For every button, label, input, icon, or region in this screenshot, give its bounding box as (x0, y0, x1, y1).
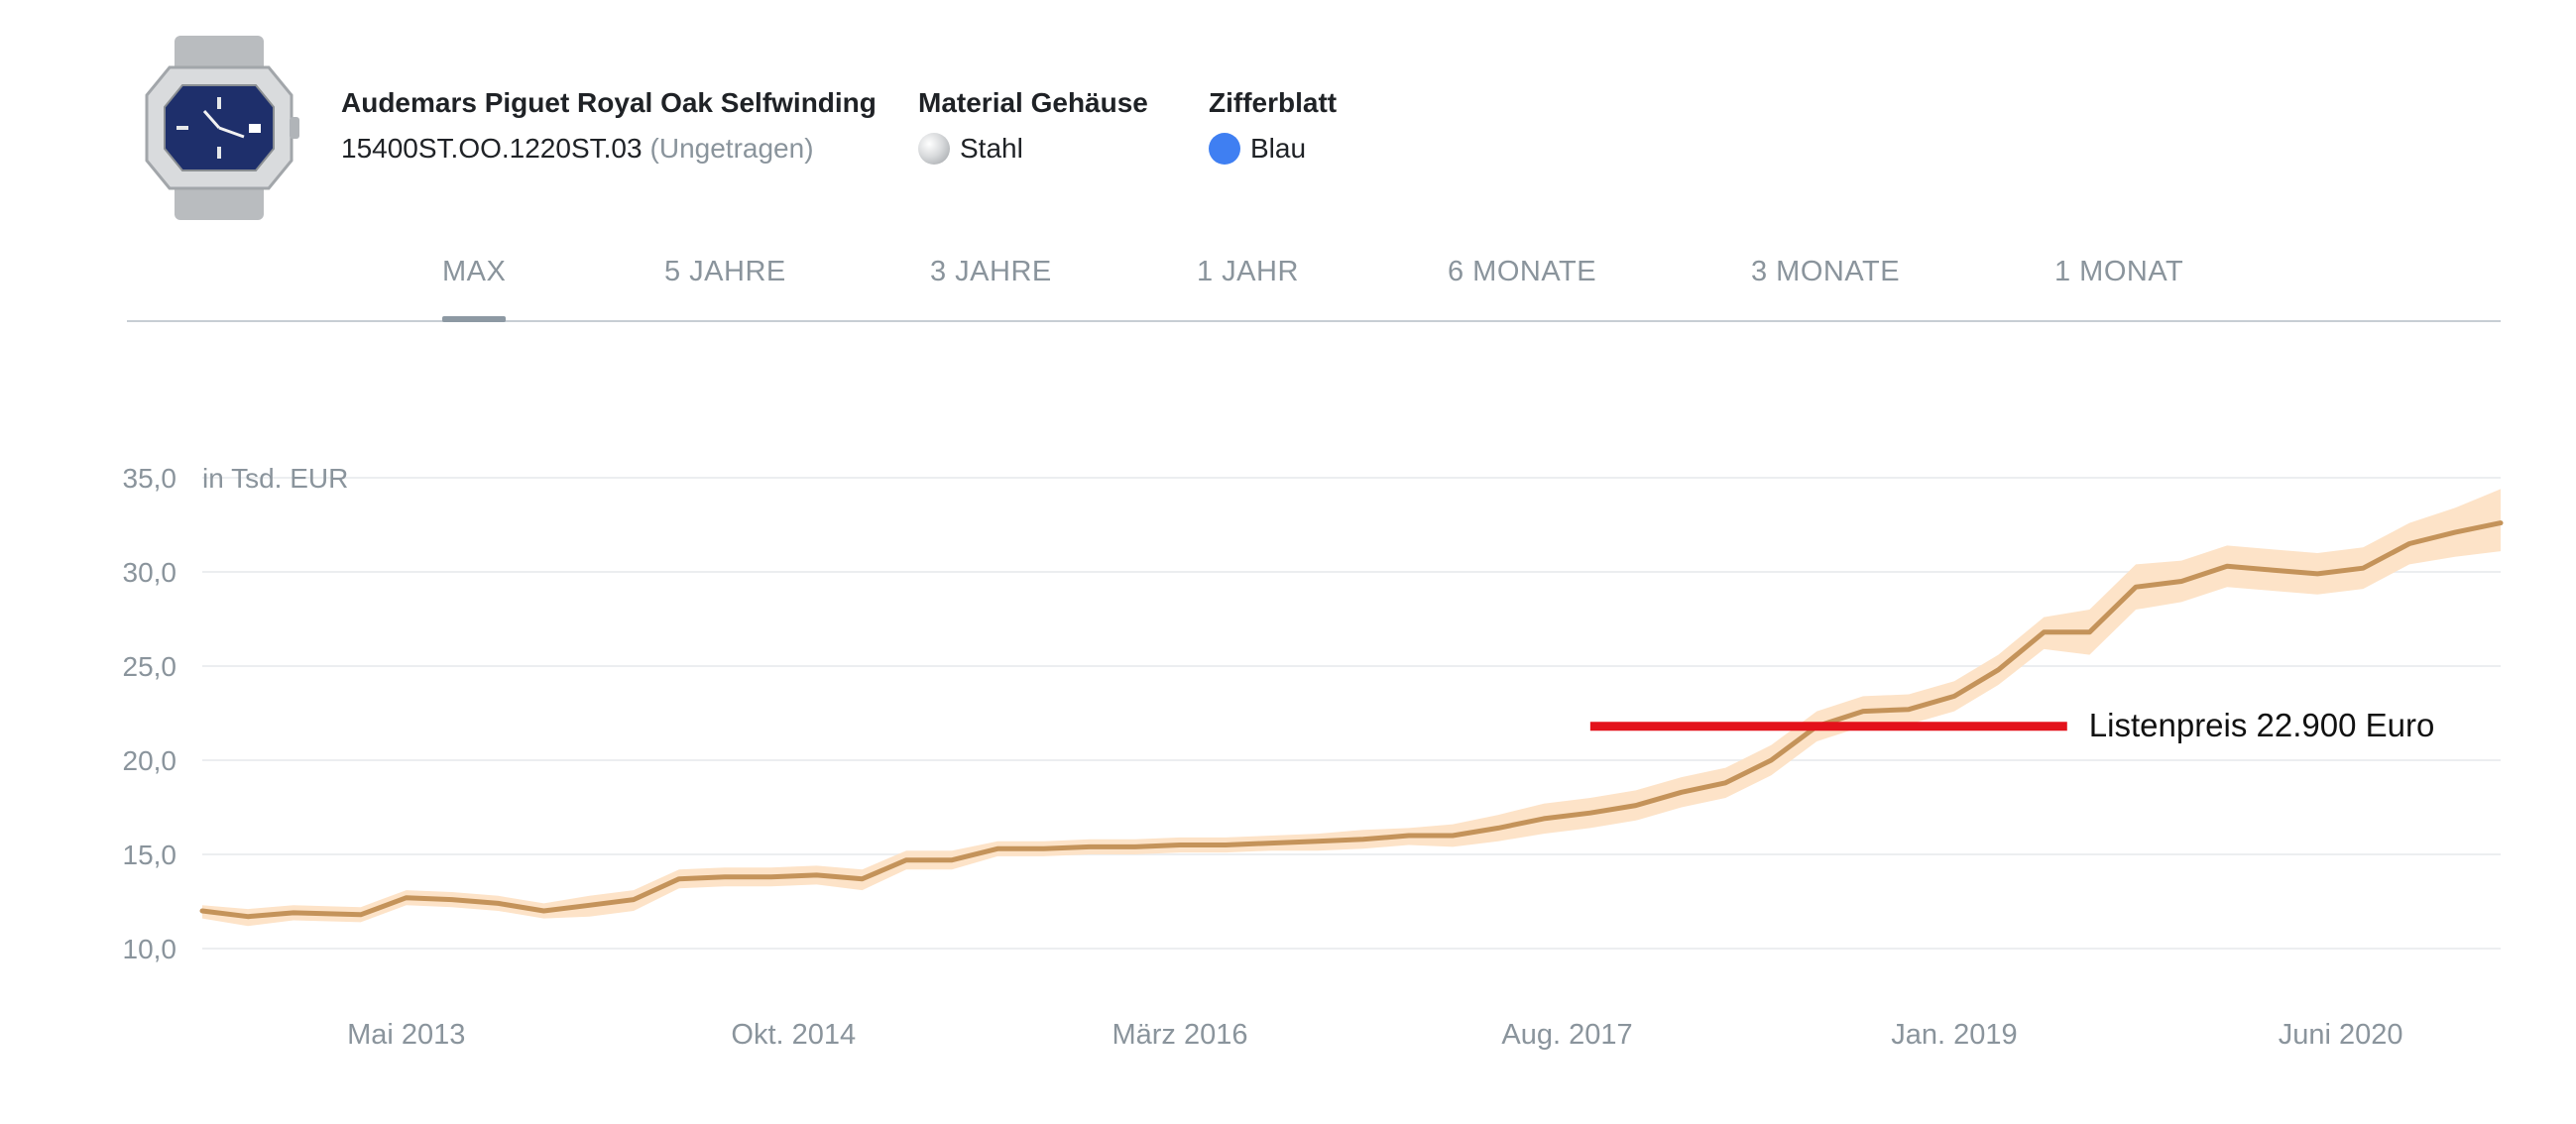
tab-6-monate[interactable]: 6 MONATE (1448, 256, 1597, 287)
y-tick-label: 10,0 (123, 934, 177, 964)
attribute-case-material: Material Gehäuse Stahl (918, 87, 1148, 165)
attribute-value: Stahl (960, 133, 1023, 164)
price-line (199, 520, 2504, 920)
blue-swatch-icon (1209, 133, 1240, 165)
attribute-title: Zifferblatt (1209, 87, 1338, 118)
attribute-dial: Zifferblatt Blau (1209, 87, 1337, 165)
y-tick-label: 20,0 (123, 745, 177, 776)
y-tick-label: 30,0 (123, 557, 177, 588)
product-reference: 15400ST.OO.1220ST.03 (341, 133, 643, 164)
timerange-tabs: MAX 5 JAHRE 3 JAHRE 1 JAHR 6 MONATE 3 MO… (127, 253, 2501, 322)
tab-1-jahr[interactable]: 1 JAHR (1197, 256, 1299, 287)
product-condition: (Ungetragen) (649, 133, 814, 164)
attribute-value: Blau (1250, 133, 1307, 164)
tab-3-jahre[interactable]: 3 JAHRE (930, 256, 1052, 287)
tab-5-jahre[interactable]: 5 JAHRE (664, 256, 786, 287)
x-tick-label: Aug. 2017 (1501, 1019, 1632, 1051)
x-tick-label: Juni 2020 (2279, 1019, 2403, 1051)
x-tick-label: Mai 2013 (347, 1019, 465, 1051)
y-tick-label: 35,0 (123, 463, 177, 494)
x-tick-label: März 2016 (1112, 1019, 1247, 1051)
listprice-label: Listenpreis 22.900 Euro (2089, 707, 2435, 743)
y-axis-label: in Tsd. EUR (202, 463, 348, 494)
x-tick-label: Okt. 2014 (731, 1019, 856, 1051)
x-tick-label: Jan. 2019 (1891, 1019, 2017, 1051)
product-header: Audemars Piguet Royal Oak Selfwinding 15… (0, 0, 2576, 228)
tab-max[interactable]: MAX (442, 253, 507, 322)
steel-swatch-icon (918, 133, 950, 165)
product-info: Audemars Piguet Royal Oak Selfwinding 15… (341, 87, 877, 165)
tab-1-monat[interactable]: 1 MONAT (2054, 256, 2184, 287)
y-tick-label: 25,0 (123, 651, 177, 682)
y-tick-label: 15,0 (123, 840, 177, 870)
tab-3-monate[interactable]: 3 MONATE (1751, 256, 1901, 287)
product-name: Audemars Piguet Royal Oak Selfwinding (341, 87, 877, 118)
attribute-title: Material Gehäuse (918, 87, 1148, 118)
watch-thumbnail-icon[interactable] (135, 36, 303, 220)
